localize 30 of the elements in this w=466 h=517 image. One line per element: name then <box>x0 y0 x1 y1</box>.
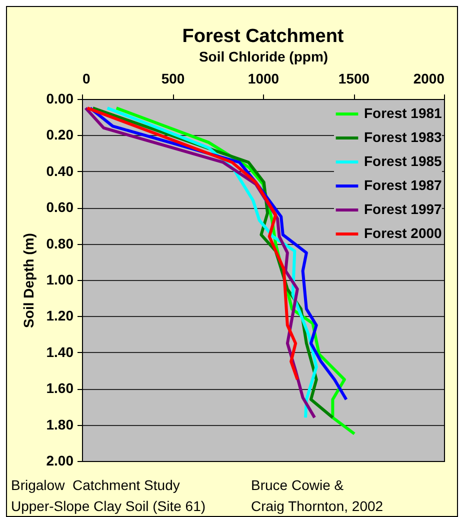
x-tick-label: 0 <box>82 70 90 86</box>
x-tick-label: 1500 <box>338 70 370 86</box>
text: Bruce Cowie & <box>251 476 345 495</box>
line-series <box>86 106 299 382</box>
chart-title: Forest Catchment <box>182 26 344 47</box>
y-tick-label: 1.40 <box>46 344 74 360</box>
y-tick-label: 1.00 <box>46 272 74 288</box>
text: Brigalow Catchment Study <box>11 476 181 495</box>
text: Upper-Slope Clay Soil (Site 61) <box>11 497 207 516</box>
legend-label: Forest 1981 <box>364 105 442 121</box>
y-tick-label: 2.00 <box>46 452 74 468</box>
y-tick-label: 1.60 <box>46 380 74 396</box>
x-tick-label: 2000 <box>413 70 445 86</box>
text: Craig Thornton, 2002 <box>251 497 384 516</box>
y-tick-label: 0.40 <box>46 162 74 179</box>
y-tick-label: 1.20 <box>46 308 74 324</box>
legend-label: Forest 2000 <box>364 225 442 241</box>
y-tick-label: 0.00 <box>46 90 74 106</box>
legend-label: Forest 1997 <box>364 201 442 217</box>
x-tick-label: 500 <box>161 70 185 86</box>
x-tick-label: 1000 <box>248 70 280 86</box>
x-axis-title: Soil Chloride (ppm) <box>198 48 328 64</box>
legend-label: Forest 1987 <box>364 177 442 193</box>
y-tick-label: 1.80 <box>46 416 74 432</box>
legend-label: Forest 1983 <box>364 129 442 145</box>
y-tick-label: 0.20 <box>46 126 74 143</box>
y-axis-title: Soil Depth (m) <box>20 233 36 328</box>
y-tick-label: 0.80 <box>46 235 74 252</box>
y-tick-label: 0.60 <box>46 199 74 216</box>
legend-label: Forest 1985 <box>364 153 442 169</box>
